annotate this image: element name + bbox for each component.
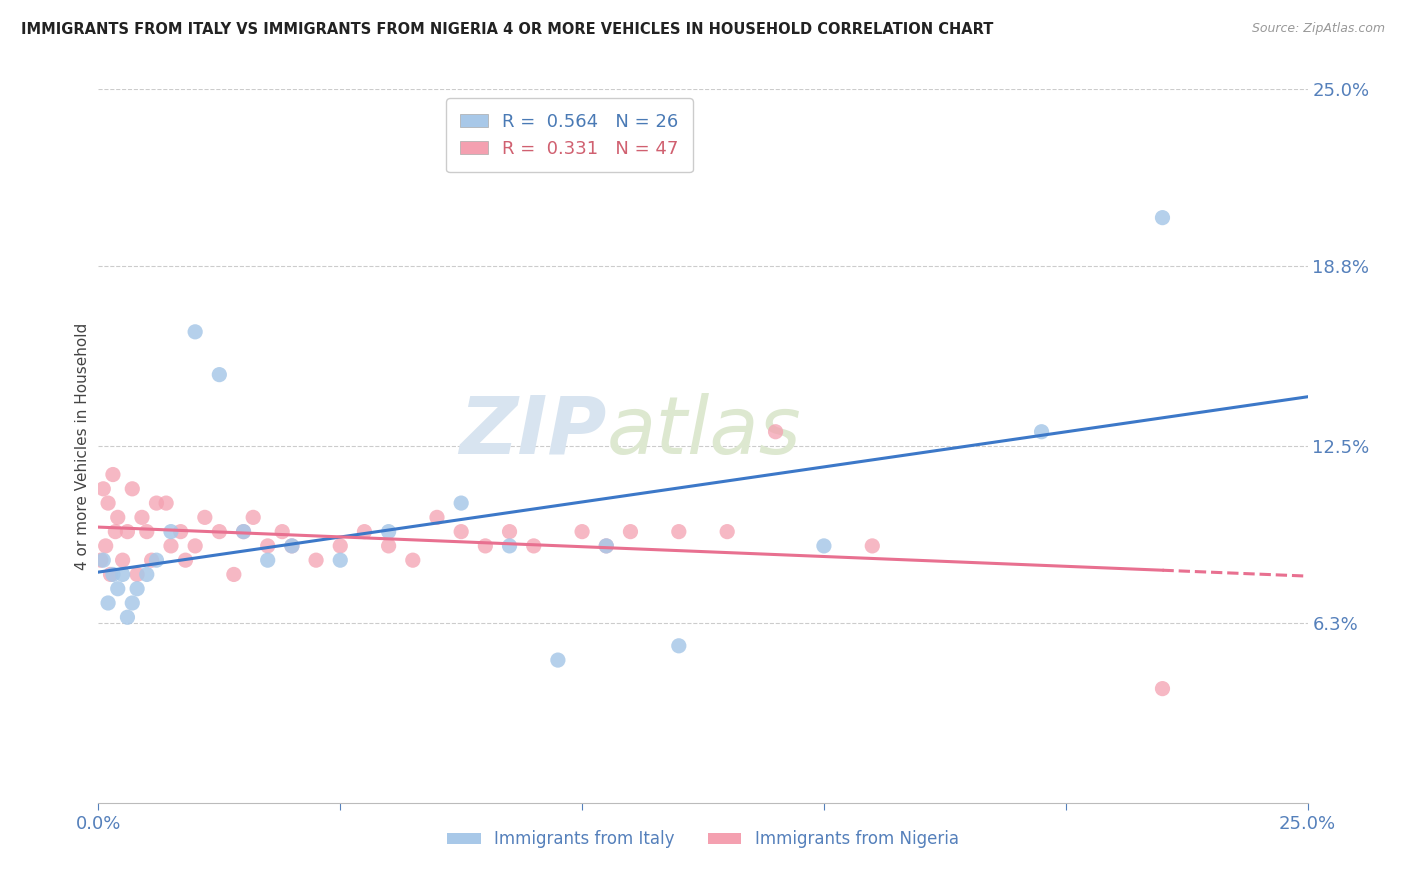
Text: ZIP: ZIP bbox=[458, 392, 606, 471]
Point bbox=[111, 567, 134, 582]
Point bbox=[716, 524, 738, 539]
Point bbox=[169, 524, 191, 539]
Point bbox=[523, 539, 546, 553]
Point bbox=[450, 496, 472, 510]
Point bbox=[256, 553, 278, 567]
Point bbox=[184, 325, 207, 339]
Point bbox=[668, 639, 690, 653]
Point bbox=[107, 582, 129, 596]
Point bbox=[174, 553, 197, 567]
Point bbox=[97, 596, 120, 610]
Point bbox=[101, 467, 124, 482]
Point bbox=[184, 539, 207, 553]
Point bbox=[1152, 681, 1174, 696]
Point bbox=[145, 553, 167, 567]
Point bbox=[208, 368, 231, 382]
Point bbox=[860, 539, 883, 553]
Text: atlas: atlas bbox=[606, 392, 801, 471]
Point bbox=[141, 553, 163, 567]
Point bbox=[813, 539, 835, 553]
Point bbox=[101, 567, 124, 582]
Point bbox=[121, 596, 143, 610]
Point bbox=[131, 510, 153, 524]
Point bbox=[97, 496, 120, 510]
Point bbox=[256, 539, 278, 553]
Point bbox=[1152, 211, 1174, 225]
Point bbox=[329, 553, 352, 567]
Point bbox=[281, 539, 304, 553]
Point bbox=[426, 510, 449, 524]
Point bbox=[127, 567, 149, 582]
Point bbox=[595, 539, 617, 553]
Point bbox=[765, 425, 787, 439]
Point bbox=[135, 524, 157, 539]
Point bbox=[498, 524, 520, 539]
Point bbox=[377, 524, 399, 539]
Point bbox=[1031, 425, 1053, 439]
Point bbox=[160, 524, 183, 539]
Point bbox=[668, 524, 690, 539]
Point bbox=[595, 539, 617, 553]
Y-axis label: 4 or more Vehicles in Household: 4 or more Vehicles in Household bbox=[75, 322, 90, 570]
Point bbox=[377, 539, 399, 553]
Point bbox=[474, 539, 496, 553]
Text: Source: ZipAtlas.com: Source: ZipAtlas.com bbox=[1251, 22, 1385, 36]
Point bbox=[94, 539, 117, 553]
Point bbox=[90, 553, 112, 567]
Point bbox=[281, 539, 304, 553]
Point bbox=[353, 524, 375, 539]
Point bbox=[547, 653, 569, 667]
Point bbox=[450, 524, 472, 539]
Point bbox=[232, 524, 254, 539]
Point bbox=[117, 524, 139, 539]
Text: IMMIGRANTS FROM ITALY VS IMMIGRANTS FROM NIGERIA 4 OR MORE VEHICLES IN HOUSEHOLD: IMMIGRANTS FROM ITALY VS IMMIGRANTS FROM… bbox=[21, 22, 994, 37]
Point bbox=[121, 482, 143, 496]
Point bbox=[329, 539, 352, 553]
Point bbox=[91, 553, 114, 567]
Point bbox=[135, 567, 157, 582]
Point bbox=[155, 496, 177, 510]
Point bbox=[194, 510, 217, 524]
Legend: Immigrants from Italy, Immigrants from Nigeria: Immigrants from Italy, Immigrants from N… bbox=[440, 824, 966, 855]
Point bbox=[571, 524, 593, 539]
Point bbox=[498, 539, 520, 553]
Point bbox=[127, 582, 149, 596]
Point bbox=[271, 524, 294, 539]
Point bbox=[145, 496, 167, 510]
Point bbox=[107, 510, 129, 524]
Point bbox=[208, 524, 231, 539]
Point bbox=[160, 539, 183, 553]
Point bbox=[222, 567, 245, 582]
Point bbox=[305, 553, 328, 567]
Point bbox=[242, 510, 264, 524]
Point bbox=[402, 553, 425, 567]
Point bbox=[111, 553, 134, 567]
Point bbox=[91, 482, 114, 496]
Point bbox=[100, 567, 122, 582]
Point bbox=[117, 610, 139, 624]
Point bbox=[619, 524, 641, 539]
Point bbox=[104, 524, 127, 539]
Point bbox=[232, 524, 254, 539]
